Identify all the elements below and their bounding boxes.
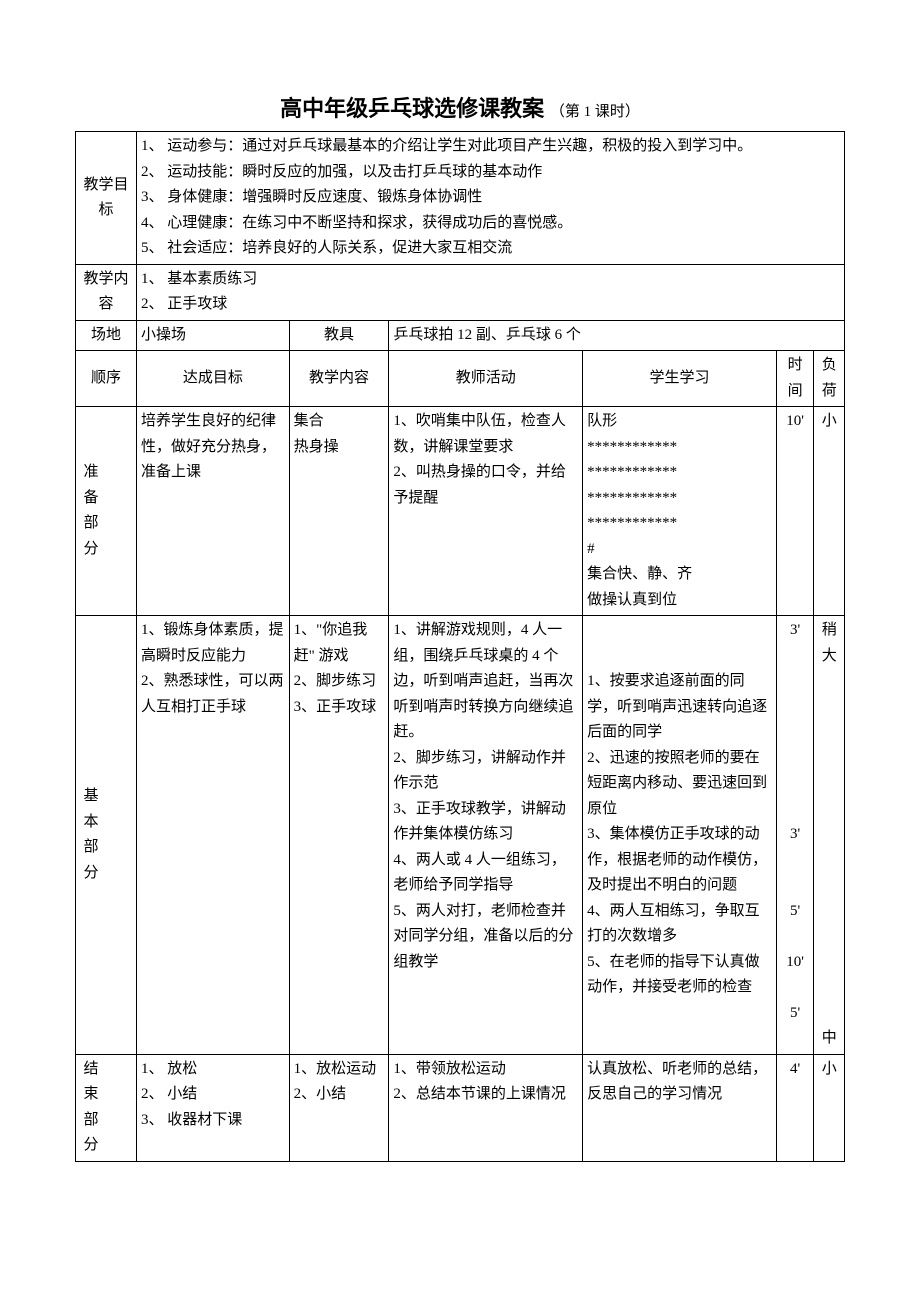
prep-teacher: 1、吹哨集中队伍，检查人数，讲解课堂要求 2、叫热身操的口令，并给予提醒 (389, 407, 583, 616)
time-slot (781, 644, 810, 670)
cell-objectives: 1、 运动参与：通过对乒乓球最基本的介绍让学生对此项目产生兴趣，积极的投入到学习… (137, 132, 845, 265)
main-student: 1、按要求追逐前面的同学，听到哨声迅速转向追逐后面的同学 2、迅速的按照老师的要… (583, 616, 777, 1055)
hdr-goal: 达成目标 (137, 351, 290, 407)
end-time: 4' (776, 1054, 814, 1161)
row-objectives: 教学目标 1、 运动参与：通过对乒乓球最基本的介绍让学生对此项目产生兴趣，积极的… (76, 132, 845, 265)
end-teach: 1、放松运动 2、小结 (289, 1054, 389, 1161)
objective-item: 2、 运动技能：瞬时反应的加强，以及击打乒乓球的基本动作 (141, 160, 840, 186)
label-equip: 教具 (289, 320, 389, 351)
prep-load: 小 (814, 407, 845, 616)
time-slot: 5' (781, 899, 810, 925)
time-slot: 3' (781, 822, 810, 848)
page-subtitle: （第 1 课时） (550, 104, 640, 120)
label-venue: 场地 (76, 320, 137, 351)
time-slot: 5' (781, 1001, 810, 1027)
prep-student: 队形 ************ ************ ***********… (583, 407, 777, 616)
time-slot (781, 975, 810, 1001)
hdr-load: 负荷 (814, 351, 845, 407)
time-slot: 3' (781, 618, 810, 644)
time-slot: 10' (781, 950, 810, 976)
main-load: 稍大 中 (814, 616, 845, 1055)
label-objectives: 教学目标 (76, 132, 137, 265)
cell-venue: 小操场 (137, 320, 290, 351)
hdr-teacher: 教师活动 (389, 351, 583, 407)
row-prep: 准备部分 培养学生良好的纪律性，做好充分热身，准备上课 集合 热身操 1、吹哨集… (76, 407, 845, 616)
objective-item: 3、 身体健康：增强瞬时反应速度、锻炼身体协调性 (141, 185, 840, 211)
main-teacher: 1、讲解游戏规则，4 人一组，围绕乒乓球桌的 4 个边，听到哨声追赶，当再次听到… (389, 616, 583, 1055)
objective-item: 5、 社会适应：培养良好的人际关系，促进大家互相交流 (141, 236, 840, 262)
end-student: 认真放松、听老师的总结，反思自己的学习情况 (583, 1054, 777, 1161)
content-item: 1、 基本素质练习 (141, 267, 840, 293)
title-row: 高中年级乒乓球选修课教案 （第 1 课时） (75, 90, 845, 127)
lesson-plan-table: 教学目标 1、 运动参与：通过对乒乓球最基本的介绍让学生对此项目产生兴趣，积极的… (75, 131, 845, 1162)
time-slot (781, 771, 810, 797)
end-goal: 1、 放松 2、 小结 3、 收器材下课 (137, 1054, 290, 1161)
time-slot (781, 720, 810, 746)
prep-teach: 集合 热身操 (289, 407, 389, 616)
end-load: 小 (814, 1054, 845, 1161)
hdr-seq: 顺序 (76, 351, 137, 407)
prep-time: 10' (776, 407, 814, 616)
objective-item: 4、 心理健康：在练习中不断坚持和探求，获得成功后的喜悦感。 (141, 211, 840, 237)
time-slot (781, 873, 810, 899)
main-load-bot: 中 (818, 1026, 840, 1052)
main-goal: 1、锻炼身体素质，提高瞬时反应能力 2、熟悉球性，可以两人互相打正手球 (137, 616, 290, 1055)
hdr-time: 时间 (776, 351, 814, 407)
time-slot (781, 669, 810, 695)
row-venue: 场地 小操场 教具 乒乓球拍 12 副、乒乓球 6 个 (76, 320, 845, 351)
time-slot (781, 797, 810, 823)
page-title: 高中年级乒乓球选修课教案 (280, 96, 544, 121)
cell-equip: 乒乓球拍 12 副、乒乓球 6 个 (389, 320, 845, 351)
time-slot (781, 746, 810, 772)
time-slot (781, 924, 810, 950)
content-item: 2、 正手攻球 (141, 292, 840, 318)
time-slot (781, 1026, 810, 1052)
main-load-top: 稍大 (818, 618, 840, 669)
hdr-student: 学生学习 (583, 351, 777, 407)
row-main: 基本部分 1、锻炼身体素质，提高瞬时反应能力 2、熟悉球性，可以两人互相打正手球… (76, 616, 845, 1055)
time-slot (781, 848, 810, 874)
objective-item: 1、 运动参与：通过对乒乓球最基本的介绍让学生对此项目产生兴趣，积极的投入到学习… (141, 134, 840, 160)
cell-content: 1、 基本素质练习2、 正手攻球 (137, 264, 845, 320)
time-slot (781, 695, 810, 721)
row-header: 顺序 达成目标 教学内容 教师活动 学生学习 时间 负荷 (76, 351, 845, 407)
prep-goal: 培养学生良好的纪律性，做好充分热身，准备上课 (137, 407, 290, 616)
main-teach: 1、"你追我赶" 游戏 2、脚步练习 3、正手攻球 (289, 616, 389, 1055)
row-content: 教学内容 1、 基本素质练习2、 正手攻球 (76, 264, 845, 320)
label-content: 教学内容 (76, 264, 137, 320)
row-end: 结束部分 1、 放松 2、 小结 3、 收器材下课 1、放松运动 2、小结 1、… (76, 1054, 845, 1161)
hdr-teach: 教学内容 (289, 351, 389, 407)
main-time: 3' 3' 5' 10' 5' (776, 616, 814, 1055)
end-teacher: 1、带领放松运动 2、总结本节课的上课情况 (389, 1054, 583, 1161)
